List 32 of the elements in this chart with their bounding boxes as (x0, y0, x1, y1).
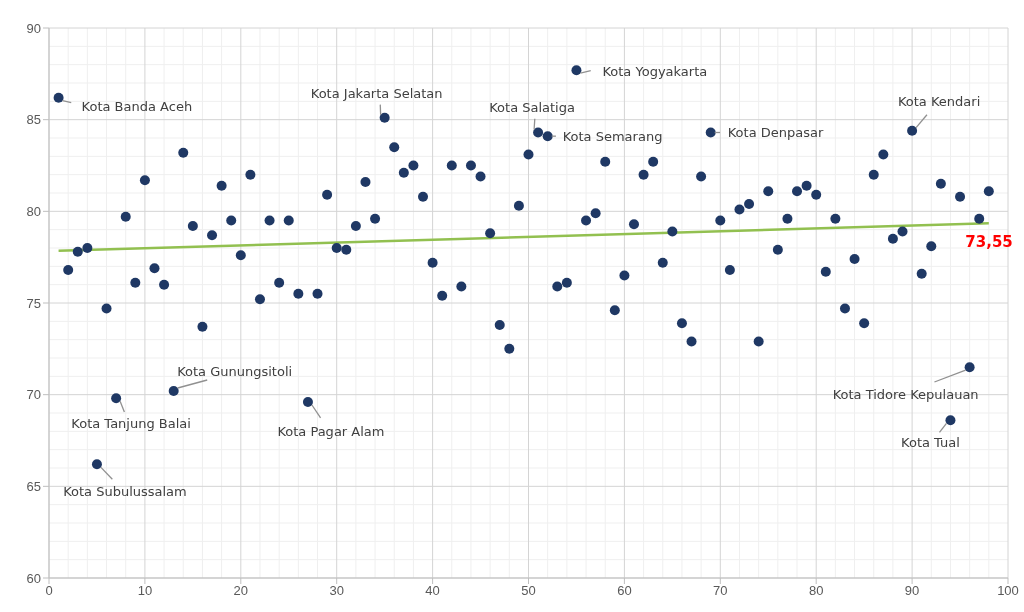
x-tick-label: 10 (137, 583, 153, 599)
y-tick-label: 75 (26, 295, 41, 311)
y-tick-label: 70 (26, 387, 41, 403)
x-tick-label: 70 (713, 583, 728, 599)
y-tick-label: 80 (26, 203, 41, 219)
annotation: Kota Pagar Alam (277, 423, 385, 439)
x-tick-label: 90 (904, 583, 920, 599)
x-tick-label: 100 (997, 583, 1019, 599)
x-tick-label: 80 (808, 583, 824, 599)
annotation: Kota Jakarta Selatan (310, 86, 443, 102)
x-tick-label: 60 (617, 583, 632, 599)
y-tick-label: 60 (26, 570, 41, 586)
annotation: Kota Salatiga (489, 100, 575, 116)
y-tick-label: 90 (26, 20, 41, 36)
x-tick-label: 0 (45, 583, 53, 599)
annotation: Kota Tual (901, 434, 960, 450)
x-tick-label: 30 (329, 583, 344, 599)
annotation: Kota Semarang (562, 128, 663, 144)
x-tick-label: 50 (521, 583, 536, 599)
annotation: Kota Yogyakarta (602, 63, 708, 79)
y-tick-label: 85 (26, 112, 41, 128)
x-tick-label: 20 (233, 583, 249, 599)
annotation: Kota Denpasar (727, 125, 824, 141)
annotation: Kota Gunungsitoli (177, 363, 293, 379)
x-tick-label: 40 (425, 583, 440, 599)
annotation: Kota Kendari (897, 94, 981, 110)
annotation: Kota Subulussalam (63, 483, 187, 499)
y-tick-label: 65 (26, 478, 41, 494)
annotation: Kota Tidore Kepulauan (832, 386, 979, 402)
annotation: 73,55 (965, 232, 1013, 251)
annotation: Kota Tanjung Balai (71, 415, 191, 431)
annotation: Kota Banda Aceh (81, 99, 193, 115)
